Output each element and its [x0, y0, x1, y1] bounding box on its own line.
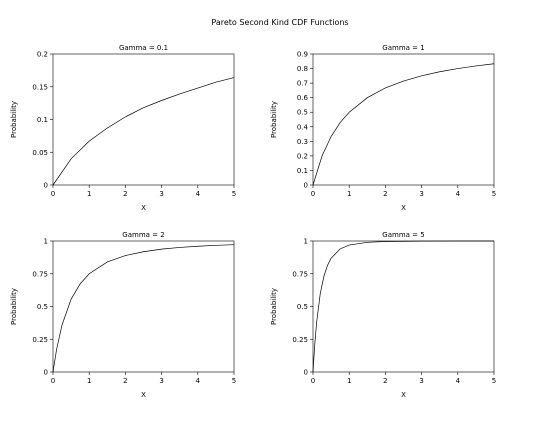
panel-2-xtick-label-0: 0: [311, 190, 315, 198]
panel-3-series-line-0: [52, 244, 235, 373]
panel-1-xtick-label-4: 4: [196, 190, 201, 198]
panel-2-ytick-label-3: 0.3: [297, 138, 308, 146]
panel-1-xtick-label-0: 0: [51, 190, 55, 198]
panel-4-xtick-label-1: 1: [347, 377, 351, 385]
panel-3-xtick-label-5: 5: [232, 377, 236, 385]
panel-4-ytick-label-0: 0: [304, 369, 308, 377]
panel-1-ytick-label-0: 0: [44, 182, 48, 190]
panel-3-xlabel: X: [141, 391, 146, 399]
panel-2-ytick-label-9: 0.9: [297, 51, 308, 59]
panel-1-title: Gamma = 0.1: [119, 44, 168, 52]
panel-1-ytick-label-3: 0.15: [32, 83, 48, 91]
panel-4-xtick-label-3: 3: [419, 377, 423, 385]
panel-1-xtick-label-1: 1: [87, 190, 91, 198]
panel-3: Gamma = 2 0 1 2 3 4 5 0 0.25 0.5 0.75 1 X Probability: [10, 231, 236, 399]
panel-1-ytick-label-2: 0.1: [37, 116, 48, 124]
panel-2-xtick-label-5: 5: [492, 190, 496, 198]
panel-1-xtick-label-3: 3: [159, 190, 163, 198]
panel-2-xtick-label-3: 3: [419, 190, 423, 198]
panel-2-xlabel: X: [401, 204, 406, 212]
panel-4-xtick-label-5: 5: [492, 377, 496, 385]
panel-2-ytick-label-7: 0.7: [297, 80, 308, 88]
panel-1: Gamma = 0.1 0 1 2 3 4 5 0 0.05 0.1 0.15 0.2 X Probabi…: [10, 44, 236, 212]
panel-1-xtick-label-2: 2: [123, 190, 127, 198]
panel-1-series-line-0: [52, 77, 235, 186]
panel-4-xtick-label-0: 0: [311, 377, 315, 385]
panel-1-xtick-label-5: 5: [232, 190, 236, 198]
panel-3-xtick-label-4: 4: [196, 377, 201, 385]
panel-3-xtick-label-3: 3: [159, 377, 163, 385]
panel-2-ylabel: Probability: [270, 101, 278, 138]
panel-1-ylabel: Probability: [10, 101, 18, 138]
panel-4-xlabel: X: [401, 391, 406, 399]
figure-title: Pareto Second Kind CDF Functions: [211, 18, 348, 27]
panel-2-ytick-label-0: 0: [304, 182, 308, 190]
panel-3-ytick-label-0: 0: [44, 369, 48, 377]
panel-2-xtick-label-2: 2: [383, 190, 387, 198]
panel-4: Gamma = 5 0 1 2 3 4 5 0 0.25 0.5 0.75 1 X Probability: [270, 231, 496, 399]
panel-3-ytick-label-4: 1: [44, 238, 48, 246]
panel-2-ytick-label-8: 0.8: [297, 65, 308, 73]
panel-4-ytick-label-1: 0.25: [292, 336, 308, 344]
panel-1-ytick-label-4: 0.2: [37, 51, 48, 59]
panel-2-xtick-label-4: 4: [456, 190, 461, 198]
panel-4-ytick-label-4: 1: [304, 238, 308, 246]
panel-4-ylabel: Probability: [270, 288, 278, 325]
panel-3-ylabel: Probability: [10, 288, 18, 325]
panel-3-frame: [52, 240, 235, 373]
panel-2-frame: [312, 53, 495, 186]
panel-2-xtick-label-1: 1: [347, 190, 351, 198]
panel-4-xtick-label-4: 4: [456, 377, 461, 385]
panel-2-ytick-label-6: 0.6: [297, 94, 309, 102]
panel-4-frame: [312, 240, 495, 373]
panel-4-ytick-label-2: 0.5: [297, 303, 308, 311]
panel-4-series-line-0: [312, 240, 494, 373]
panel-3-ytick-label-1: 0.25: [32, 336, 48, 344]
panel-3-ytick-label-2: 0.5: [37, 303, 48, 311]
panel-4-ytick-label-3: 0.75: [292, 270, 308, 278]
panel-4-title: Gamma = 5: [382, 231, 424, 239]
panel-2-ytick-label-2: 0.2: [297, 152, 308, 160]
panel-2-series-line-0: [312, 63, 495, 186]
panel-2-ytick-label-5: 0.5: [297, 109, 308, 117]
panel-1-frame: [52, 53, 235, 186]
panel-3-title: Gamma = 2: [122, 231, 164, 239]
panel-2-ytick-label-1: 0.1: [297, 167, 308, 175]
panel-2: Gamma = 1 0 1 2 3 4 5 0 0.1 0.2 0.3 0.4 0.5 0.6 0.7 0.8…: [270, 44, 496, 212]
panel-3-xtick-label-0: 0: [51, 377, 55, 385]
panel-3-xtick-label-2: 2: [123, 377, 127, 385]
panel-1-ytick-label-1: 0.05: [32, 149, 48, 157]
panel-2-ytick-label-4: 0.4: [297, 123, 309, 131]
panel-3-ytick-label-3: 0.75: [32, 270, 48, 278]
panel-3-xtick-label-1: 1: [87, 377, 91, 385]
panels: Gamma = 0.10 1 2 3 4 500.050.10.150.2XProbabi…: [10, 44, 496, 399]
panel-1-xlabel: X: [141, 204, 146, 212]
panel-2-title: Gamma = 1: [382, 44, 424, 52]
panel-4-xtick-label-2: 2: [383, 377, 387, 385]
